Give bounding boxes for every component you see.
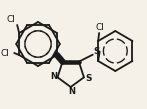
Text: Cl: Cl	[7, 14, 16, 24]
Text: N: N	[68, 87, 75, 95]
Text: S: S	[93, 47, 100, 56]
Text: Cl: Cl	[1, 49, 10, 58]
Text: N: N	[50, 72, 57, 81]
Text: S: S	[86, 74, 92, 83]
Text: Cl: Cl	[96, 22, 105, 32]
